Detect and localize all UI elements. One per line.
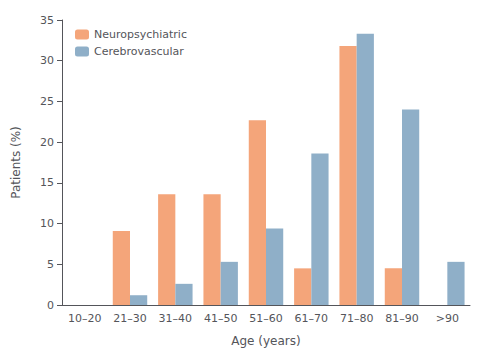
svg-text:10–20: 10–20 (68, 312, 102, 325)
svg-text:21–30: 21–30 (113, 312, 147, 325)
svg-text:51–60: 51–60 (249, 312, 283, 325)
svg-text:10: 10 (40, 217, 54, 230)
svg-text:15: 15 (40, 176, 54, 189)
svg-text:Neuropsychiatric: Neuropsychiatric (94, 28, 187, 41)
svg-text:61–70: 61–70 (295, 312, 329, 325)
svg-text:5: 5 (47, 258, 54, 271)
svg-text:31–40: 31–40 (159, 312, 193, 325)
svg-text:71–80: 71–80 (340, 312, 374, 325)
svg-text:>90: >90 (436, 312, 459, 325)
svg-text:30: 30 (40, 54, 54, 67)
svg-text:0: 0 (47, 299, 54, 312)
svg-text:Patients (%): Patients (%) (9, 126, 23, 199)
svg-text:81–90: 81–90 (385, 312, 419, 325)
svg-text:Cerebrovascular: Cerebrovascular (94, 45, 184, 58)
svg-text:25: 25 (40, 95, 54, 108)
svg-text:35: 35 (40, 14, 54, 27)
svg-text:Age (years): Age (years) (231, 334, 300, 348)
svg-text:20: 20 (40, 136, 54, 149)
svg-text:41–50: 41–50 (204, 312, 238, 325)
